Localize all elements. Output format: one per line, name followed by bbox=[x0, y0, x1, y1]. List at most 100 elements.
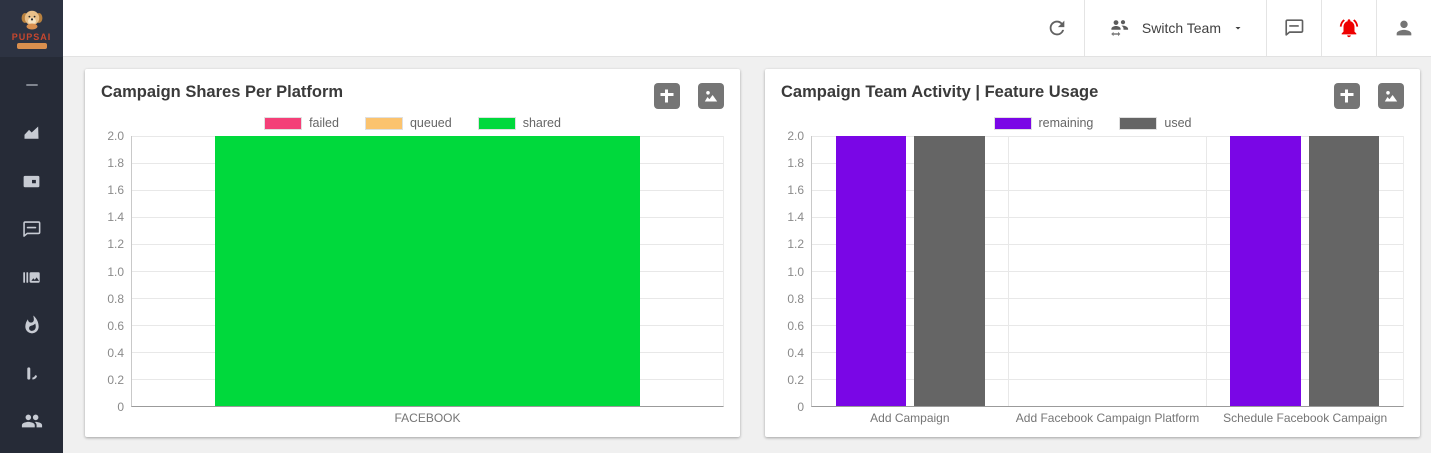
sidebar-item-cards[interactable] bbox=[0, 157, 63, 205]
table-view-button[interactable] bbox=[654, 83, 680, 109]
chart-legend: remaining used bbox=[781, 116, 1404, 130]
y-tick-label: 1.0 bbox=[107, 264, 124, 279]
y-tick-label: 0.2 bbox=[107, 372, 124, 387]
category-band bbox=[1207, 136, 1403, 406]
chart-title: Campaign Shares Per Platform bbox=[101, 83, 344, 101]
x-tick-label: Schedule Facebook Campaign bbox=[1223, 411, 1388, 425]
y-tick-label: 0.2 bbox=[787, 372, 804, 387]
messages-button[interactable] bbox=[1267, 0, 1321, 56]
y-tick-label: 2.0 bbox=[787, 129, 804, 143]
sidebar-item-team[interactable] bbox=[0, 397, 63, 445]
team-icon bbox=[21, 414, 42, 428]
bar-group bbox=[214, 136, 641, 406]
category-band bbox=[132, 136, 723, 406]
legend-swatch bbox=[477, 116, 516, 130]
y-tick-label: 1.8 bbox=[107, 156, 124, 171]
sidebar-item-stats[interactable] bbox=[0, 349, 63, 397]
y-tick-label: 2.0 bbox=[107, 129, 124, 143]
chart-area: 2.0 1.8 1.6 1.4 1.2 1.0 0.8 0.6 0.4 0.2 0 bbox=[781, 129, 1404, 414]
y-tick-label: 0.6 bbox=[107, 318, 124, 333]
bar-used[interactable] bbox=[914, 136, 985, 406]
chart-area: 2.0 1.8 1.6 1.4 1.2 1.0 0.8 0.6 0.4 0.2 0 bbox=[101, 129, 724, 414]
gridline bbox=[812, 244, 1403, 245]
line-chart-icon bbox=[24, 126, 39, 139]
sidebar-item-trending[interactable] bbox=[0, 301, 63, 349]
notifications-active-icon bbox=[1339, 19, 1359, 38]
chart-title: Campaign Team Activity | Feature Usage bbox=[781, 83, 1099, 101]
table-icon bbox=[1340, 89, 1354, 103]
bar-group bbox=[1230, 136, 1380, 406]
y-tick-label: 1.6 bbox=[107, 183, 124, 198]
chevron-down-icon bbox=[1235, 27, 1241, 30]
switch-team-button[interactable]: Switch Team bbox=[1085, 0, 1266, 56]
export-image-button[interactable] bbox=[698, 83, 724, 109]
bar-used[interactable] bbox=[1308, 136, 1380, 406]
y-tick-label: 1.2 bbox=[107, 237, 124, 252]
bar-chart-icon bbox=[27, 366, 38, 380]
y-tick-label: 0 bbox=[797, 400, 804, 414]
legend-label: shared bbox=[522, 116, 561, 130]
notifications-button[interactable] bbox=[1322, 0, 1376, 56]
switch-team-label: Switch Team bbox=[1141, 20, 1221, 36]
sidebar-item-media[interactable] bbox=[0, 253, 63, 301]
y-tick-label: 1.8 bbox=[787, 156, 804, 171]
category-band bbox=[812, 136, 1010, 406]
y-tick-label: 0.4 bbox=[787, 345, 804, 360]
gridline bbox=[812, 298, 1403, 299]
x-axis-labels: Add Campaign Add Facebook Campaign Platfo… bbox=[811, 407, 1404, 429]
bar-bands bbox=[812, 136, 1403, 406]
profile-button[interactable] bbox=[1377, 0, 1431, 56]
table-view-button[interactable] bbox=[1334, 83, 1360, 109]
chat-icon bbox=[23, 220, 41, 237]
sidebar bbox=[0, 57, 63, 453]
sidebar-item-menu[interactable] bbox=[0, 61, 63, 109]
bar-shared[interactable] bbox=[214, 136, 641, 406]
gridline bbox=[812, 217, 1403, 218]
main-content: Campaign Shares Per Platform bbox=[63, 57, 1431, 453]
logo-tagline-banner bbox=[16, 42, 47, 49]
y-tick-label: 0.6 bbox=[787, 318, 804, 333]
export-image-button[interactable] bbox=[1378, 83, 1404, 109]
legend-swatch bbox=[1119, 116, 1158, 130]
refresh-button[interactable] bbox=[1030, 0, 1084, 56]
toolbar-divider bbox=[1376, 0, 1377, 56]
bar-remaining[interactable] bbox=[835, 136, 907, 406]
y-tick-label: 0 bbox=[117, 400, 124, 414]
app-logo[interactable]: PUPSAI bbox=[0, 0, 63, 57]
table-icon bbox=[660, 89, 674, 103]
gridline bbox=[812, 163, 1403, 164]
legend-item: used bbox=[1119, 116, 1192, 130]
y-tick-label: 1.2 bbox=[787, 237, 804, 252]
bar-group bbox=[1033, 136, 1182, 406]
plot-area bbox=[131, 136, 724, 407]
y-tick-label: 1.4 bbox=[107, 210, 124, 225]
sidebar-item-analytics[interactable] bbox=[0, 109, 63, 157]
media-gallery-icon bbox=[23, 271, 40, 283]
gridline bbox=[812, 190, 1403, 191]
x-axis-labels: FACEBOOK bbox=[131, 407, 724, 429]
gridline bbox=[812, 352, 1403, 353]
refresh-icon bbox=[1049, 20, 1065, 36]
legend-label: failed bbox=[309, 116, 339, 130]
bar-group bbox=[835, 136, 985, 406]
y-axis: 2.0 1.8 1.6 1.4 1.2 1.0 0.8 0.6 0.4 0.2 0 bbox=[781, 129, 811, 414]
sidebar-item-chat[interactable] bbox=[0, 205, 63, 253]
category-band bbox=[1009, 136, 1207, 406]
brand-name: PUPSAI bbox=[11, 31, 52, 42]
chart-card-feature-usage: Campaign Team Activity | Feature Usage bbox=[765, 69, 1420, 437]
legend-label: queued bbox=[409, 116, 452, 130]
top-bar: Switch Team bbox=[63, 0, 1431, 57]
legend-swatch bbox=[993, 116, 1032, 130]
y-axis: 2.0 1.8 1.6 1.4 1.2 1.0 0.8 0.6 0.4 0.2 0 bbox=[101, 129, 131, 414]
x-tick-label: Add Campaign bbox=[870, 411, 950, 425]
legend-swatch bbox=[264, 116, 303, 130]
gridline bbox=[812, 379, 1403, 380]
gridline bbox=[812, 136, 1403, 137]
person-icon bbox=[1396, 20, 1412, 36]
image-icon bbox=[1384, 91, 1398, 102]
y-tick-label: 1.4 bbox=[787, 210, 804, 225]
y-tick-label: 0.8 bbox=[107, 291, 124, 306]
bar-remaining[interactable] bbox=[1230, 136, 1301, 406]
dog-mascot-icon bbox=[21, 10, 42, 29]
